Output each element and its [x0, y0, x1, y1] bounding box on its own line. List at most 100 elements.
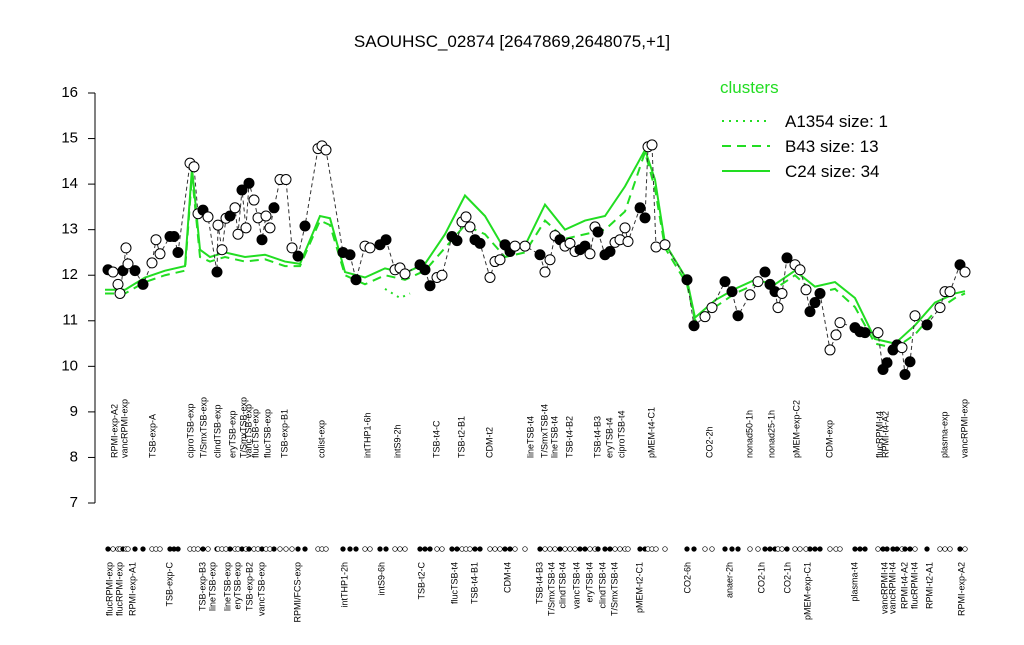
- legend-title: clusters: [720, 78, 779, 97]
- legend-label: A1354 size: 1: [785, 112, 888, 131]
- sample-dot: [653, 546, 659, 552]
- sample-dot: [227, 546, 233, 552]
- sample-dot: [283, 546, 289, 552]
- point: [909, 310, 921, 322]
- x-tick-label: RPMI/FCS-exp: [292, 562, 302, 623]
- x-tick-label: flucRPMI-t4: [909, 562, 919, 609]
- point: [122, 258, 134, 270]
- point: [460, 211, 472, 223]
- point: [243, 177, 255, 189]
- point: [834, 317, 846, 329]
- point: [264, 222, 276, 234]
- point: [824, 344, 836, 356]
- point: [904, 356, 916, 368]
- x-tick-label: RPMI-exp-A1: [127, 562, 137, 616]
- sample-dot: [582, 546, 588, 552]
- sample-dot: [902, 546, 908, 552]
- sample-dot: [924, 546, 930, 552]
- sample-dot: [140, 546, 146, 552]
- point: [584, 248, 596, 260]
- sample-dot: [125, 546, 131, 552]
- point: [872, 327, 884, 339]
- point: [399, 268, 411, 280]
- sample-dot: [612, 546, 618, 552]
- x-tick-label: clindTSB-t4: [557, 562, 567, 609]
- x-tick-label: nonad25-1h: [766, 410, 776, 458]
- point: [699, 311, 711, 323]
- sample-dot: [577, 546, 583, 552]
- sample-dot: [884, 546, 890, 552]
- point: [592, 226, 604, 238]
- point: [794, 264, 806, 276]
- point: [286, 242, 298, 254]
- sample-dot: [942, 546, 948, 552]
- point: [781, 252, 793, 264]
- point: [619, 222, 631, 234]
- point: [804, 306, 816, 318]
- point: [464, 221, 476, 233]
- sample-dot: [617, 546, 623, 552]
- y-tick-label: 12: [61, 266, 78, 283]
- sample-dot: [962, 546, 968, 552]
- point: [899, 369, 911, 381]
- sample-dot: [200, 546, 206, 552]
- cluster-line: [384, 288, 411, 300]
- point: [114, 287, 126, 299]
- sample-dot: [105, 546, 111, 552]
- x-tick-label: CDM-exp: [824, 420, 834, 458]
- x-tick-label: lineTSB-exp: [207, 562, 217, 611]
- sample-dot: [487, 546, 493, 552]
- sample-dot: [792, 546, 798, 552]
- sample-dot: [417, 546, 423, 552]
- point: [896, 342, 908, 354]
- sample-dot: [277, 546, 283, 552]
- point: [344, 249, 356, 261]
- sample-dot: [817, 546, 823, 552]
- sample-dot: [602, 546, 608, 552]
- point: [202, 211, 214, 223]
- sample-dot: [492, 546, 498, 552]
- x-tick-label: plasma-t4: [849, 562, 859, 602]
- y-tick-label: 13: [61, 221, 78, 238]
- point: [744, 289, 756, 301]
- sample-dot: [625, 546, 631, 552]
- x-tick-label: T/SmxTSB-exp: [238, 397, 248, 458]
- point: [759, 266, 771, 278]
- sample-dot: [567, 546, 573, 552]
- x-tick-label: vancTSB-exp: [256, 562, 266, 616]
- point: [350, 274, 362, 286]
- sample-dot: [467, 546, 473, 552]
- point: [216, 244, 228, 256]
- point: [212, 219, 224, 231]
- sample-dot: [205, 546, 211, 552]
- x-tick-label: intS9-6h: [376, 562, 386, 596]
- x-tick-label: lineTSB-exp: [222, 562, 232, 611]
- sample-dot: [340, 546, 346, 552]
- point: [154, 248, 166, 260]
- sample-dot: [175, 546, 181, 552]
- point: [604, 246, 616, 258]
- sample-dot: [472, 546, 478, 552]
- point: [809, 297, 821, 309]
- point: [484, 272, 496, 283]
- x-tick-label: flucRPMI-exp: [114, 562, 124, 616]
- x-tick-label: intTHP1-6h: [362, 412, 372, 458]
- sample-dot: [547, 546, 553, 552]
- point: [299, 220, 311, 232]
- point: [534, 249, 546, 261]
- sample-dot: [454, 546, 460, 552]
- point: [137, 278, 149, 290]
- x-tick-label: TSB-t4-C: [431, 420, 441, 458]
- x-tick-label: CO2-6h: [682, 562, 692, 594]
- x-tick-label: pMEM-exp-C2: [791, 400, 801, 458]
- point: [564, 237, 576, 249]
- x-tick-label: colist-exp: [316, 420, 326, 458]
- y-tick-label: 10: [61, 357, 78, 374]
- sample-dot: [912, 546, 918, 552]
- sample-dot: [709, 546, 715, 552]
- x-tick-label: CO2-1h: [782, 562, 792, 594]
- sample-dot: [691, 546, 697, 552]
- x-tick-label: flucRPMI-exp: [104, 562, 114, 616]
- sample-dot: [947, 546, 953, 552]
- x-tick-label: TSB-exp-B2: [244, 562, 254, 611]
